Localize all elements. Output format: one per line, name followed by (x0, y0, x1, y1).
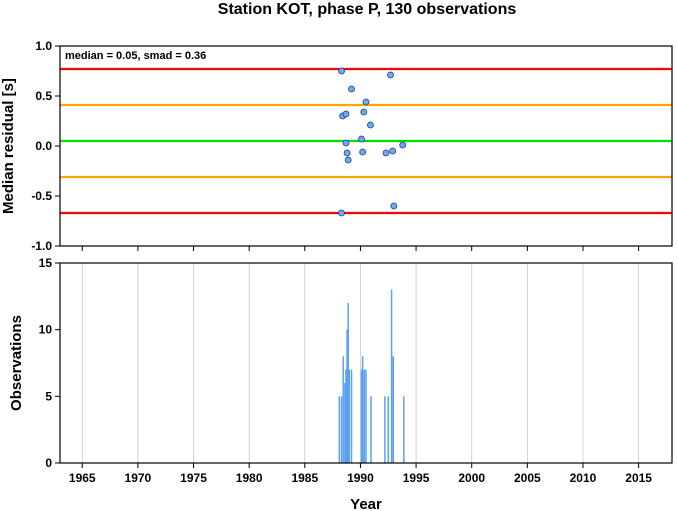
x-tick-label-10: 2015 (625, 471, 652, 485)
residual-y-tick-label-3: 0.5 (35, 89, 52, 103)
residual-y-tick-label-2: 0.0 (35, 139, 52, 153)
chart-title: Station KOT, phase P, 130 observations (218, 1, 517, 18)
x-tick-label-6: 1995 (403, 471, 430, 485)
residual-point-15 (389, 147, 397, 155)
residual-y-ticks: -1.0 -0.5 0.0 0.5 1.0 (31, 39, 60, 253)
observations-y-label: Observations (8, 315, 25, 411)
observations-y-ticks: 0 5 10 15 (39, 256, 60, 470)
residual-y-tick-label-1: -0.5 (31, 189, 52, 203)
residual-y-tick-label-4: 1.0 (35, 39, 52, 53)
residual-point-0 (338, 67, 345, 75)
residual-point-11 (362, 98, 370, 106)
x-axis-label: Year (350, 496, 382, 511)
residual-annotation: median = 0.05, smad = 0.36 (65, 50, 206, 62)
residual-y-tick-label-0: -1.0 (31, 239, 52, 253)
residual-point-9 (359, 148, 367, 156)
residual-point-17 (399, 141, 407, 149)
observations-y-tick-label-1: 5 (45, 389, 52, 403)
residual-points (338, 67, 407, 217)
residual-point-13 (382, 149, 390, 157)
residual-point-1 (338, 209, 345, 217)
observations-panel: 0 5 10 15 1965 1970 1975 1980 1985 1990 1995 2000 2… (8, 256, 673, 511)
reference-lines (60, 67, 672, 215)
residual-point-8 (358, 135, 365, 143)
residual-point-4 (342, 139, 350, 147)
residual-point-3 (342, 110, 350, 118)
residual-point-6 (344, 156, 352, 164)
observations-y-tick-label-2: 10 (39, 323, 53, 337)
residual-point-5 (343, 149, 351, 157)
residual-frame (59, 45, 673, 247)
observations-bars (338, 289, 405, 463)
residual-plot-area (60, 46, 672, 246)
observations-x-ticks: 1965 1970 1975 1980 1985 1990 1995 2000 2005 2010… (69, 463, 652, 485)
x-tick-label-1: 1970 (125, 471, 152, 485)
residual-x-ticks (81, 246, 640, 251)
residual-point-12 (367, 121, 374, 129)
x-tick-label-8: 2005 (514, 471, 541, 485)
x-tick-label-9: 2010 (570, 471, 597, 485)
x-tick-label-2: 1975 (180, 471, 207, 485)
x-tick-label-7: 2000 (458, 471, 485, 485)
x-tick-label-4: 1985 (291, 471, 318, 485)
observations-grid (81, 263, 640, 463)
observations-frame (59, 262, 673, 464)
x-tick-label-0: 1965 (69, 471, 96, 485)
residual-point-16 (390, 202, 398, 210)
x-tick-label-5: 1990 (347, 471, 374, 485)
residual-point-10 (360, 108, 368, 116)
x-tick-label-3: 1980 (236, 471, 263, 485)
observations-y-tick-label-3: 15 (39, 256, 53, 270)
residual-y-label: Median residual [s] (0, 78, 17, 214)
residual-point-7 (348, 85, 355, 93)
observations-y-tick-label-0: 0 (45, 456, 52, 470)
residual-panel: -1.0 -0.5 0.0 0.5 1.0 median = 0.05, smad = … (0, 39, 673, 253)
residual-point-14 (387, 71, 394, 79)
